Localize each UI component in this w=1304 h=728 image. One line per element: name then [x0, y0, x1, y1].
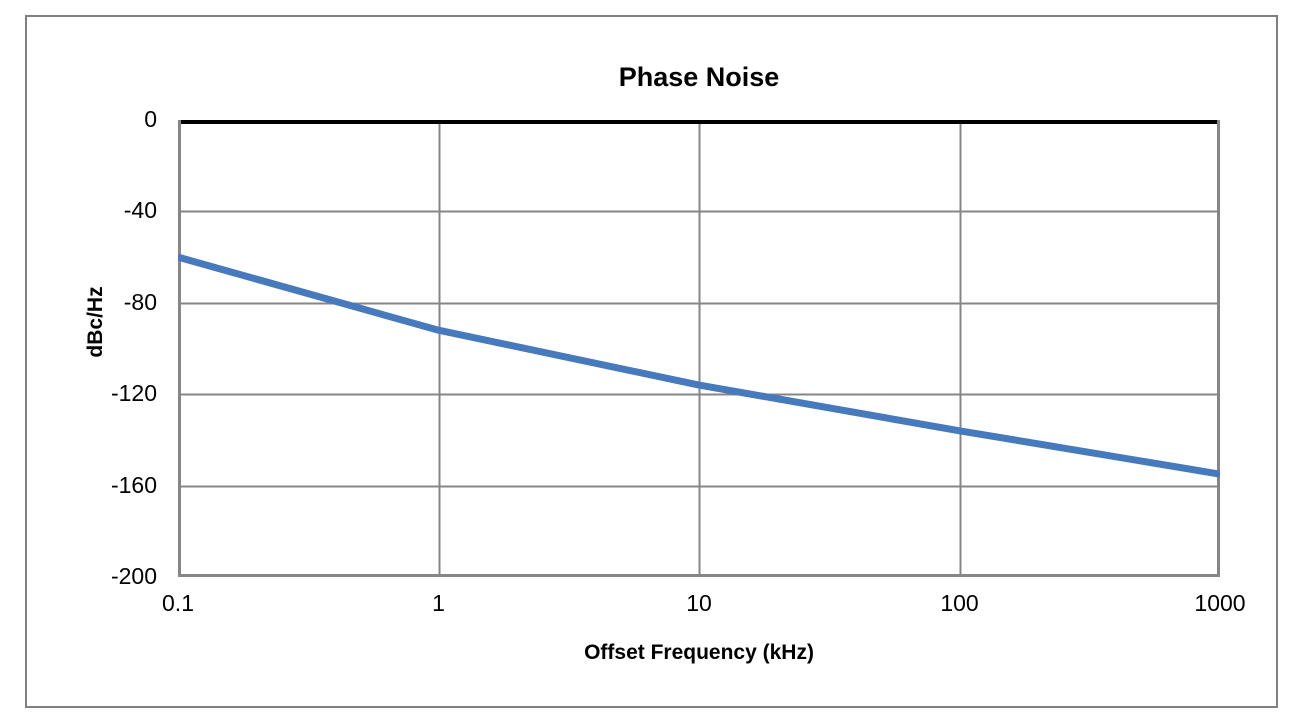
y-axis-tick-labels: 0 -40 -80 -120 -160 -200	[0, 0, 157, 728]
x-axis-title: Offset Frequency (kHz)	[584, 641, 814, 664]
data-series-line	[178, 253, 1220, 478]
plot-area	[178, 120, 1220, 577]
y-axis-tick-label: -160	[110, 471, 157, 498]
y-axis-tick-label: -80	[123, 288, 157, 315]
data-series-group	[178, 253, 1220, 478]
chart-title: Phase Noise	[618, 62, 780, 92]
x-axis-tick-label: 1	[432, 590, 445, 616]
x-axis-tick-label: 100	[940, 590, 979, 616]
y-axis-tick-label: -120	[110, 380, 157, 407]
x-axis-tick-label: 0.1	[162, 590, 194, 616]
plot-svg	[178, 120, 1220, 577]
y-axis-tick-label: -200	[110, 563, 157, 589]
y-axis-tick-label: 0	[144, 106, 157, 132]
x-axis-tick-label: 1000	[1194, 590, 1246, 616]
vertical-gridlines	[438, 120, 962, 577]
y-axis-title: dBc/Hz	[84, 286, 107, 358]
axis-lines	[178, 120, 1220, 577]
y-axis-tick-label: -40	[123, 197, 157, 224]
x-axis-tick-label: 10	[686, 590, 712, 616]
figure-border	[25, 15, 1278, 708]
